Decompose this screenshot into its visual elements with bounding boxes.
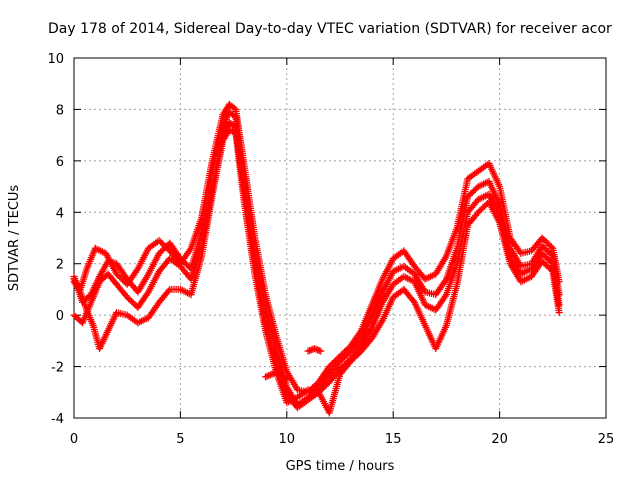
data-point xyxy=(547,243,555,251)
series-track-4 xyxy=(70,126,563,417)
y-tick-label-3: 2 xyxy=(56,258,64,273)
data-point xyxy=(283,375,291,383)
plot-frame xyxy=(73,57,607,419)
y-tick-label-4: 4 xyxy=(56,206,64,221)
series-track-5 xyxy=(262,368,291,383)
data-points xyxy=(70,100,563,417)
chart-title: Day 178 of 2014, Sidereal Day-to-day VTE… xyxy=(48,21,612,37)
data-point xyxy=(409,297,417,305)
x-tick-label-5: 25 xyxy=(598,432,615,447)
data-point xyxy=(547,266,555,274)
x-tick-label-1: 5 xyxy=(176,432,184,447)
data-point xyxy=(281,374,289,382)
series-track-6 xyxy=(304,345,325,355)
y-tick-label-7: 10 xyxy=(47,52,64,67)
x-axis-title: GPS time / hours xyxy=(286,459,395,474)
tick-labels: 0 5 10 15 20 25 -4 -2 0 2 4 6 8 10 xyxy=(47,52,614,447)
y-axis-title: SDTVAR / TECUs xyxy=(7,185,22,292)
x-tick-label-0: 0 xyxy=(70,432,78,447)
y-tick-label-6: 8 xyxy=(56,103,64,118)
data-point xyxy=(317,347,325,355)
x-tick-label-4: 20 xyxy=(491,432,508,447)
data-point xyxy=(555,309,563,317)
data-point xyxy=(164,287,172,295)
y-tick-label-1: -2 xyxy=(51,361,64,376)
x-tick-label-2: 10 xyxy=(279,432,296,447)
x-tick-label-3: 15 xyxy=(385,432,402,447)
y-tick-label-5: 6 xyxy=(56,155,64,170)
y-tick-label-2: 0 xyxy=(56,309,64,324)
data-point xyxy=(547,258,555,266)
y-tick-label-0: -4 xyxy=(51,412,64,427)
data-point xyxy=(547,251,555,259)
